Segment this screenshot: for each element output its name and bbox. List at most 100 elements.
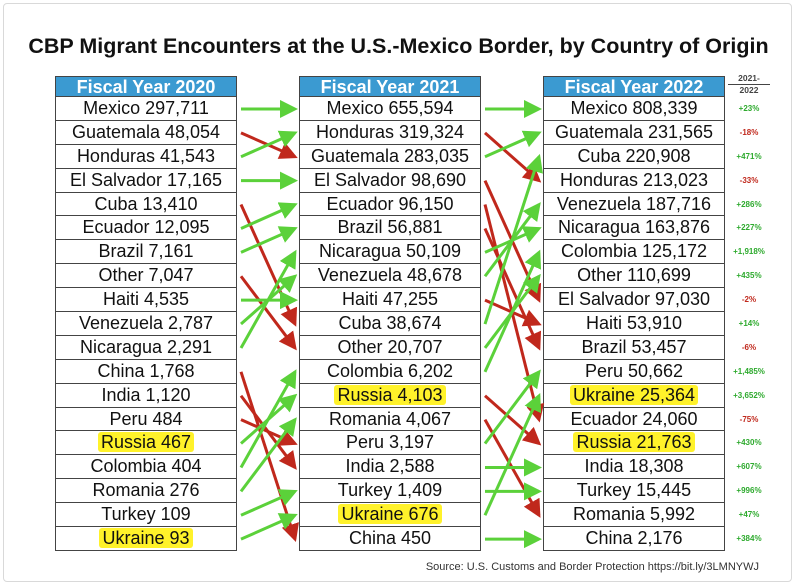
table-row: El Salvador 98,690 xyxy=(299,168,481,193)
table-row: Cuba 13,410 xyxy=(55,192,237,217)
table-row: Russia 21,763 xyxy=(543,431,725,456)
change-value: +384% xyxy=(736,534,762,544)
table-row: Haiti 53,910 xyxy=(543,312,725,336)
rank-up-arrow xyxy=(239,249,297,349)
table-row: India 2,588 xyxy=(299,455,481,480)
rank-down-arrow xyxy=(240,418,298,446)
rows-fy2022: Mexico 808,339 Guatemala 231,565 Cuba 220,… xyxy=(543,97,725,551)
row-label: Peru 484 xyxy=(109,408,183,429)
row-label: India 18,308 xyxy=(584,456,684,477)
table-row: Mexico 655,594 xyxy=(299,97,481,121)
row-label: Haiti 4,535 xyxy=(102,289,190,310)
row-label: Nicaragua 2,291 xyxy=(79,336,213,357)
row-label: Romania 276 xyxy=(92,480,200,501)
change-value: +435% xyxy=(736,271,762,281)
row-label: Honduras 319,324 xyxy=(315,121,465,142)
table-row: Honduras 213,023 xyxy=(543,168,725,193)
table-row: Brazil 7,161 xyxy=(55,240,237,265)
table-row: Romania 276 xyxy=(55,479,237,504)
rank-up-arrow xyxy=(239,369,297,469)
change-value: -2% xyxy=(741,295,757,305)
rank-up-arrow xyxy=(484,130,542,159)
rank-up-arrow xyxy=(483,393,542,516)
table-row: Brazil 53,457 xyxy=(543,335,725,360)
table-row: Brazil 56,881 xyxy=(299,216,481,241)
change-value: +227% xyxy=(736,223,762,233)
rank-up-arrow xyxy=(483,249,542,373)
table-row: Ukraine 676 xyxy=(299,503,481,528)
rows-fy2021: Mexico 655,594 Honduras 319,324 Guatemala … xyxy=(299,97,481,551)
row-label: China 2,176 xyxy=(585,528,683,549)
row-label: Colombia 6,202 xyxy=(326,360,454,381)
row-label: Cuba 13,410 xyxy=(94,193,198,214)
row-label: Cuba 220,908 xyxy=(577,145,691,166)
row-label: Ecuador 24,060 xyxy=(570,408,698,429)
table-row: Peru 484 xyxy=(55,407,237,432)
table-row: Guatemala 283,035 xyxy=(299,144,481,169)
change-list: +23% -18% +471% -33% +286% +227% +1,918% +435% -… xyxy=(728,97,770,551)
row-label: Honduras 41,543 xyxy=(76,145,216,166)
table-row: Other 20,707 xyxy=(299,335,481,360)
row-label: Honduras 213,023 xyxy=(559,169,709,190)
row-label: India 2,588 xyxy=(345,456,435,477)
row-label: Haiti 53,910 xyxy=(585,313,683,334)
row-label: El Salvador 97,030 xyxy=(557,289,711,310)
highlighted-row-label: Russia 4,103 xyxy=(334,384,446,405)
table-row: Russia 4,103 xyxy=(299,383,481,408)
table-row: Guatemala 231,565 xyxy=(543,120,725,145)
table-row: Ukraine 93 xyxy=(55,527,237,551)
rank-up-arrow xyxy=(483,153,543,325)
table-row: Haiti 4,535 xyxy=(55,288,237,313)
table-row: Romania 5,992 xyxy=(543,503,725,528)
table-row: Colombia 6,202 xyxy=(299,359,481,384)
row-label: Mexico 655,594 xyxy=(326,98,454,118)
column-fy2020: Fiscal Year 2020 Mexico 297,711 Guatemala… xyxy=(55,76,237,551)
table-row: Cuba 220,908 xyxy=(543,144,725,169)
row-label: Turkey 15,445 xyxy=(576,480,692,501)
row-label: Other 7,047 xyxy=(98,265,194,286)
row-label: Venezuela 187,716 xyxy=(556,193,712,214)
row-label: China 1,768 xyxy=(97,360,195,381)
table-row: Venezuela 187,716 xyxy=(543,192,725,217)
row-label: Cuba 38,674 xyxy=(338,313,442,334)
table-row: Other 7,047 xyxy=(55,264,237,289)
rank-up-arrow xyxy=(240,202,298,230)
change-value: +3,652% xyxy=(733,390,765,400)
row-label: Ecuador 96,150 xyxy=(326,193,454,214)
row-label: Peru 50,662 xyxy=(584,360,684,381)
rank-down-arrow xyxy=(239,275,297,351)
row-label: Other 20,707 xyxy=(337,336,443,357)
row-label: Brazil 7,161 xyxy=(98,241,194,262)
table-row: Mexico 297,711 xyxy=(55,97,237,121)
rank-up-arrow xyxy=(239,417,297,493)
column-header-fy2022: Fiscal Year 2022 xyxy=(543,76,725,97)
table-row: Peru 3,197 xyxy=(299,431,481,456)
row-label: Brazil 56,881 xyxy=(337,217,443,238)
row-label: Brazil 53,457 xyxy=(581,336,687,357)
table-row: Mexico 808,339 xyxy=(543,97,725,121)
change-value: +47% xyxy=(738,510,760,520)
row-label: El Salvador 98,690 xyxy=(313,169,467,190)
change-value: +996% xyxy=(736,486,762,496)
row-label: Nicaragua 163,876 xyxy=(557,217,711,238)
table-row: Romania 4,067 xyxy=(299,407,481,432)
change-value: -75% xyxy=(739,414,759,424)
table-row: Cuba 38,674 xyxy=(299,312,481,336)
row-label: Colombia 125,172 xyxy=(560,241,708,262)
table-row: Honduras 41,543 xyxy=(55,144,237,169)
change-value: +471% xyxy=(736,151,762,161)
table-row: Guatemala 48,054 xyxy=(55,120,237,145)
table-row: Venezuela 48,678 xyxy=(299,264,481,289)
row-label: China 450 xyxy=(348,528,432,549)
column-fy2022: Fiscal Year 2022 Mexico 808,339 Guatemala… xyxy=(543,76,725,551)
row-label: Venezuela 2,787 xyxy=(78,313,214,334)
rank-up-arrow xyxy=(240,226,298,254)
page-title: CBP Migrant Encounters at the U.S.-Mexic… xyxy=(28,34,769,58)
row-label: Peru 3,197 xyxy=(345,432,435,453)
rank-up-arrow xyxy=(483,369,541,445)
table-row: El Salvador 17,165 xyxy=(55,168,237,193)
change-value: +430% xyxy=(736,438,762,448)
table-row: Honduras 319,324 xyxy=(299,120,481,145)
table-row: Nicaragua 2,291 xyxy=(55,335,237,360)
